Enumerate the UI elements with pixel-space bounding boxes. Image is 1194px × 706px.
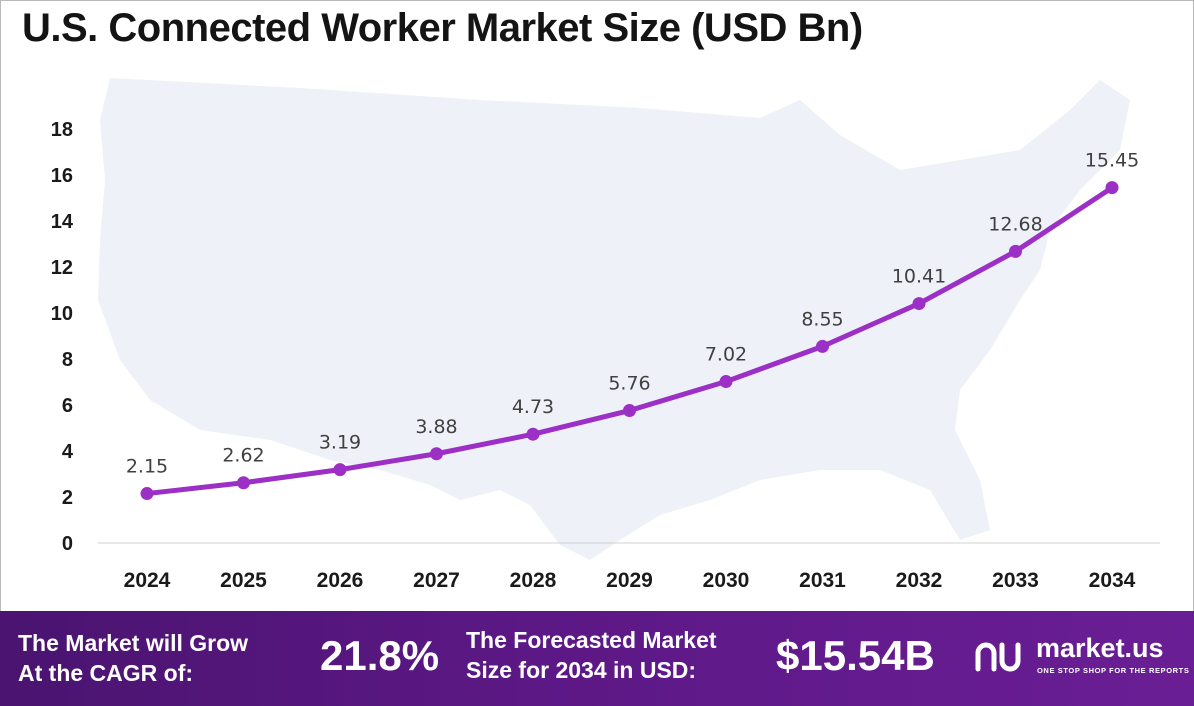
- y-tick-label: 16: [51, 165, 73, 187]
- y-tick-label: 8: [62, 349, 73, 371]
- us-map-silhouette: [98, 78, 1130, 560]
- cagr-label-line2: At the CAGR of:: [18, 660, 194, 686]
- data-label: 4.73: [512, 396, 554, 418]
- forecast-label-line2: Size for 2034 in USD:: [466, 657, 697, 683]
- data-point: [912, 297, 926, 311]
- x-tick-label: 2028: [510, 569, 557, 592]
- market-us-logo-icon: [975, 642, 1021, 672]
- data-point: [719, 375, 733, 389]
- data-point: [526, 427, 540, 441]
- data-label: 3.88: [415, 416, 457, 438]
- data-label: 3.19: [319, 432, 361, 454]
- line-chart: 0 2 4 6 8 10 12 14 16 18 2024 2025 2026 2027 2028 2029…: [51, 78, 1160, 592]
- data-point: [1009, 244, 1022, 258]
- data-point: [140, 487, 154, 501]
- data-label: 8.55: [801, 308, 843, 330]
- y-tick-label: 2: [62, 487, 73, 509]
- x-tick-label: 2033: [992, 569, 1039, 592]
- brand-name: market.us: [1036, 633, 1164, 663]
- footer-banner: The Market will Grow At the CAGR of: 21.…: [0, 611, 1194, 706]
- data-label: 5.76: [608, 373, 650, 395]
- y-tick-label: 12: [51, 257, 73, 279]
- x-tick-label: 2031: [799, 569, 846, 592]
- data-label: 10.41: [892, 266, 946, 288]
- y-tick-label: 6: [62, 395, 73, 417]
- chart-title: U.S. Connected Worker Market Size (USD B…: [22, 6, 863, 50]
- data-label: 2.15: [126, 456, 168, 478]
- data-point: [430, 447, 443, 461]
- forecast-label: The Forecasted Market Size for 2034 in U…: [466, 625, 717, 685]
- y-tick-label: 4: [62, 441, 74, 463]
- x-tick-label: 2027: [413, 569, 460, 592]
- data-label: 15.45: [1085, 150, 1139, 172]
- data-label: 12.68: [988, 213, 1042, 235]
- data-label: 2.62: [222, 445, 264, 467]
- cagr-label: The Market will Grow At the CAGR of:: [18, 628, 248, 688]
- data-point: [333, 463, 347, 477]
- x-tick-label: 2030: [703, 569, 750, 592]
- x-tick-label: 2026: [317, 569, 364, 592]
- y-tick-label: 18: [51, 119, 73, 141]
- data-point: [1105, 181, 1119, 195]
- y-tick-label: 0: [62, 533, 73, 555]
- data-point: [237, 476, 250, 490]
- data-point: [623, 404, 636, 418]
- x-tick-label: 2025: [220, 569, 267, 592]
- data-point: [816, 339, 829, 353]
- x-tick-label: 2029: [606, 569, 653, 592]
- y-tick-label: 14: [51, 211, 74, 233]
- brand-tagline: ONE STOP SHOP FOR THE REPORTS: [1037, 666, 1190, 675]
- forecast-label-line1: The Forecasted Market: [466, 627, 717, 653]
- x-tick-label: 2034: [1089, 569, 1136, 592]
- x-tick-label: 2024: [124, 569, 171, 592]
- cagr-value: 21.8%: [320, 632, 440, 679]
- forecast-value: $15.54B: [776, 632, 935, 679]
- y-tick-label: 10: [51, 303, 73, 325]
- data-label: 7.02: [705, 344, 747, 366]
- x-tick-label: 2032: [896, 569, 943, 592]
- cagr-label-line1: The Market will Grow: [18, 630, 249, 656]
